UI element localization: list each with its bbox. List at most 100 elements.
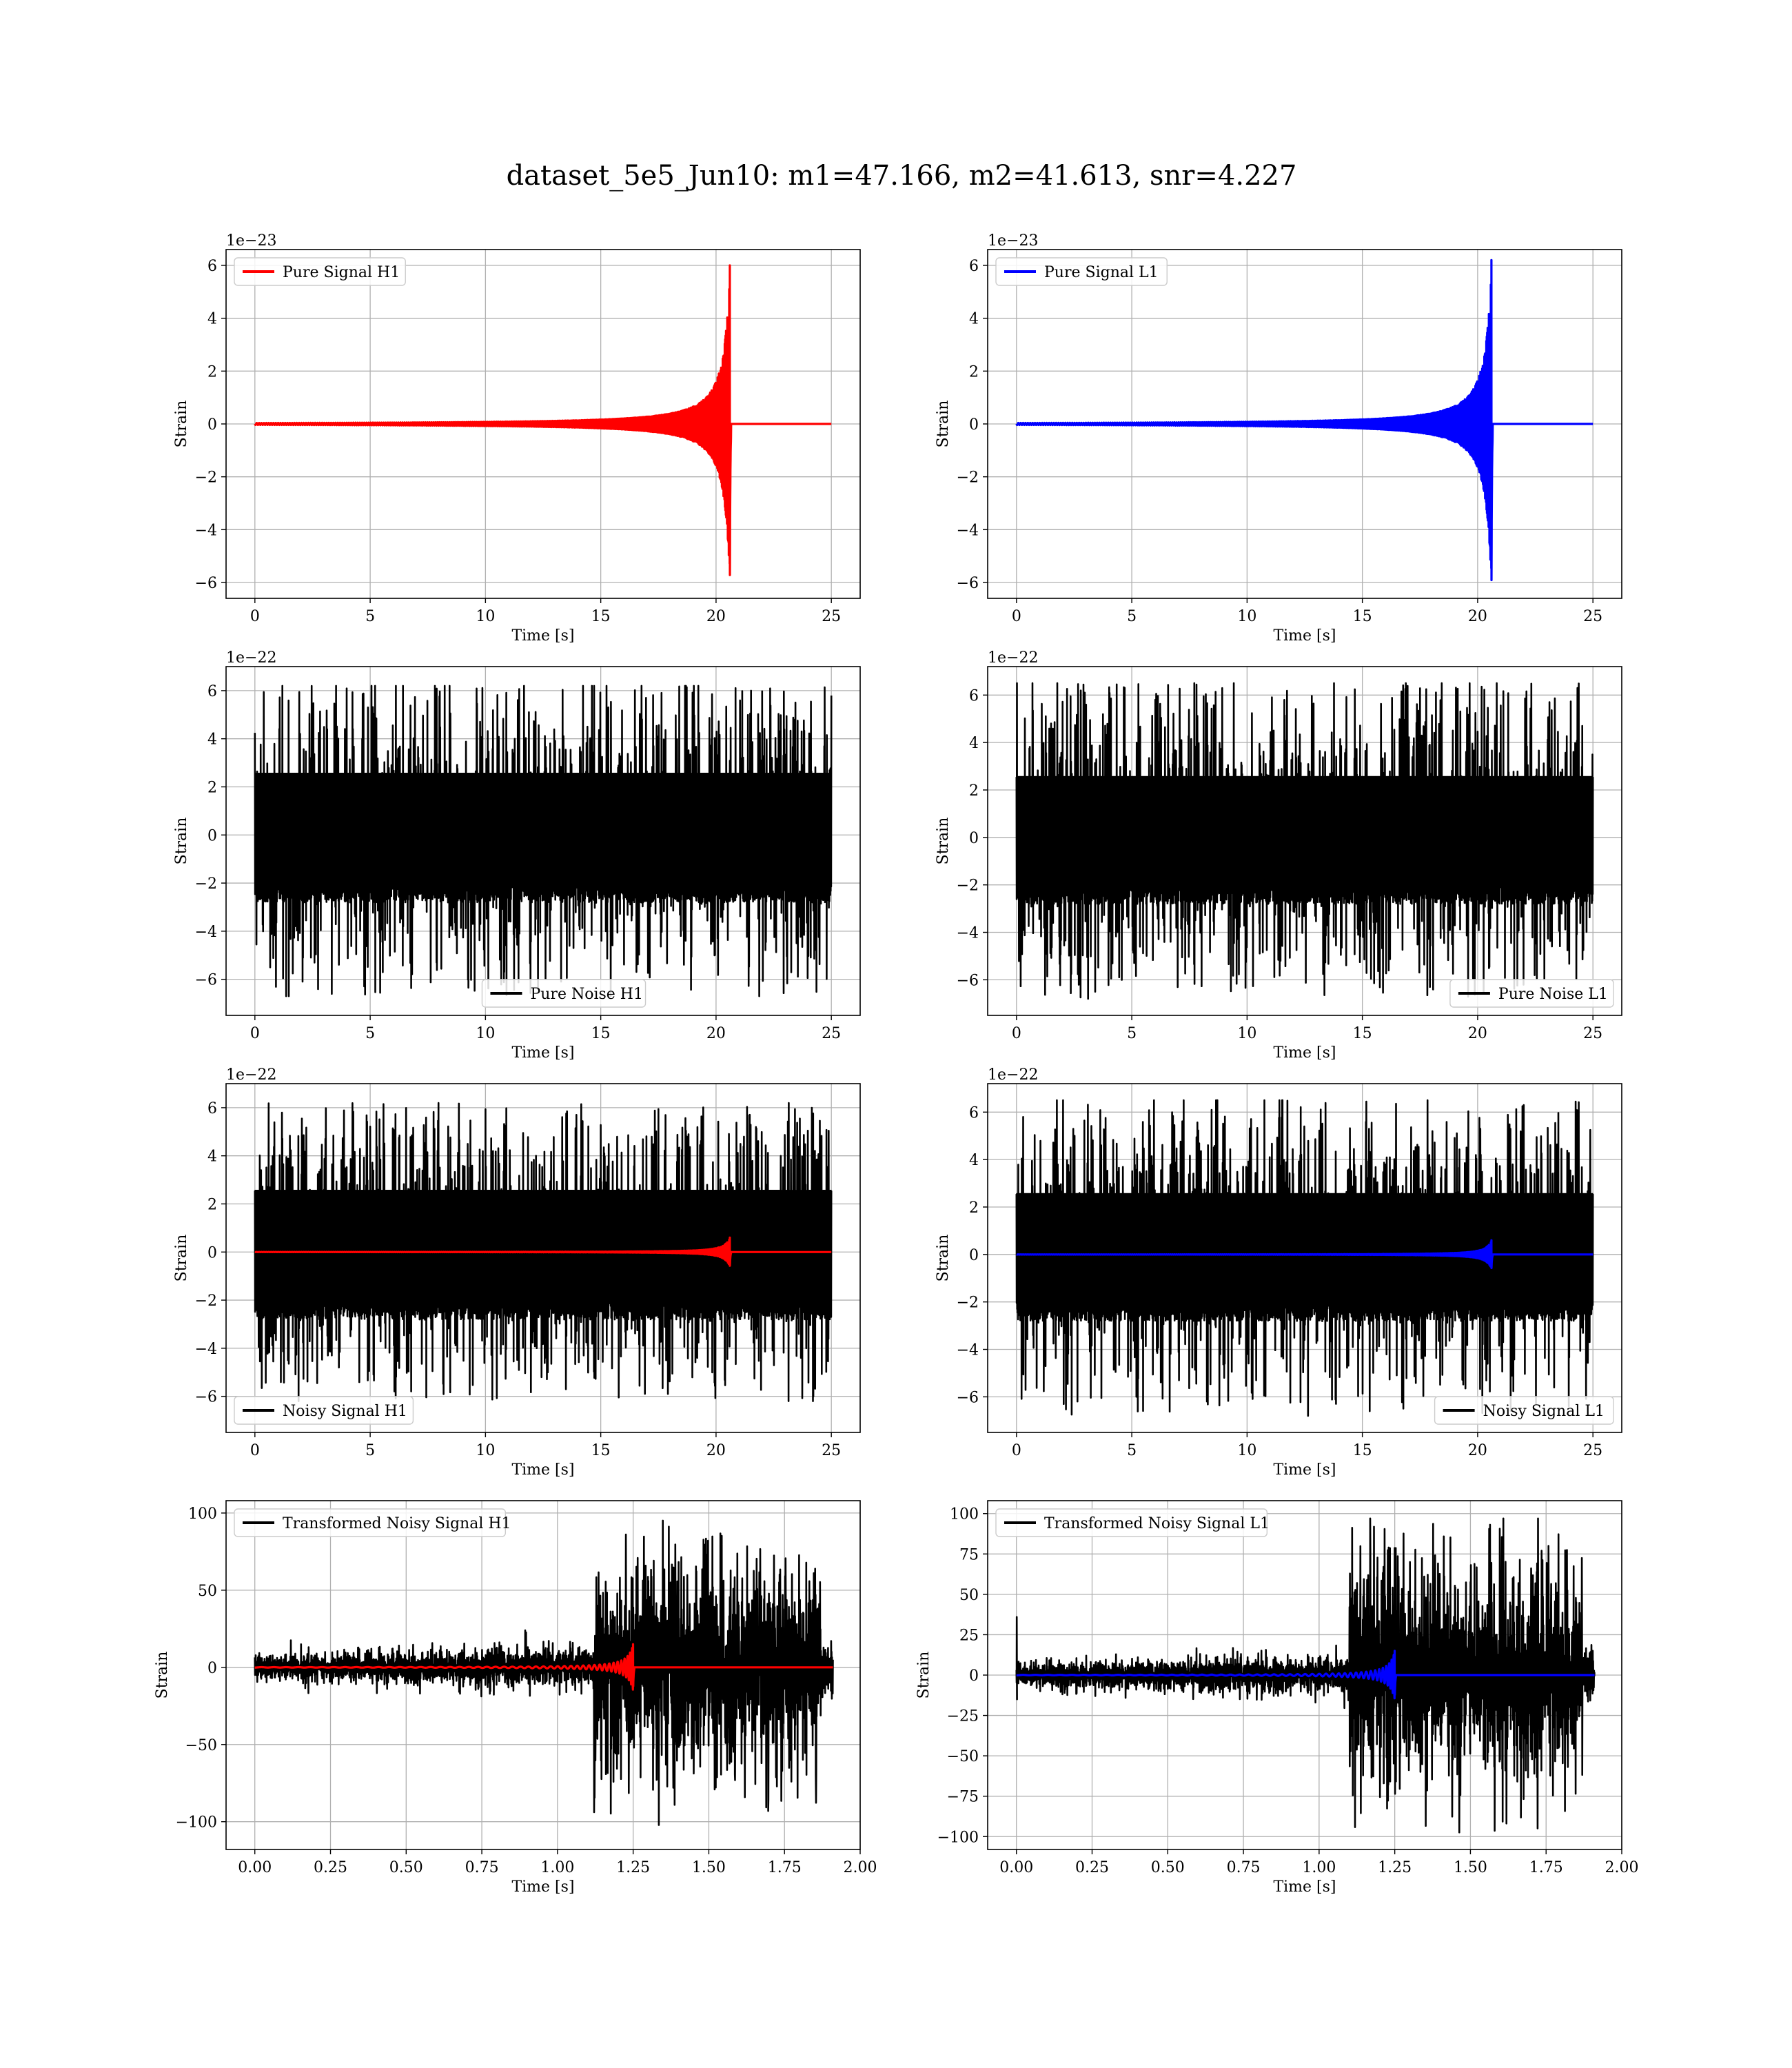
x-tick-label: 0 xyxy=(250,1442,260,1459)
legend: Noisy Signal H1 xyxy=(234,1396,414,1425)
x-tick-label: 20 xyxy=(706,1442,726,1459)
x-tick-label: 2.00 xyxy=(1605,1859,1639,1876)
x-tick-label: 10 xyxy=(1237,1442,1256,1459)
axes-frame xyxy=(225,666,861,1016)
axes-frame xyxy=(225,1083,861,1433)
x-tick-label: 1.25 xyxy=(616,1859,650,1876)
y-axis-label: Strain xyxy=(935,818,952,865)
x-tick-label: 1.50 xyxy=(1454,1859,1487,1876)
y-axis-label: Strain xyxy=(154,1652,171,1699)
legend-entry: Noisy Signal H1 xyxy=(283,1403,407,1420)
legend-box xyxy=(234,1508,507,1537)
x-tick-label: 1.50 xyxy=(692,1859,726,1876)
x-tick-label: 0.50 xyxy=(1151,1859,1185,1876)
y-axis-label: Strain xyxy=(935,401,952,448)
series-line-noisy-signal-h1-template-1 xyxy=(254,1236,833,1267)
x-tick-label: 0 xyxy=(250,608,260,625)
y-tick-label: 4 xyxy=(969,311,979,328)
x-tick-label: 10 xyxy=(476,1025,495,1042)
x-axis-label: Time [s] xyxy=(1273,1461,1336,1479)
y-tick-label: 4 xyxy=(207,731,217,749)
series-line-transformed-noisy-signal-h1-template-1 xyxy=(254,1643,834,1691)
y-axis-label: Strain xyxy=(173,818,190,865)
y-tick-label: 0 xyxy=(207,1660,217,1677)
series-line-noisy-signal-h1 xyxy=(254,1102,833,1402)
x-axis-label: Time [s] xyxy=(511,1044,574,1062)
x-tick-label: 1.00 xyxy=(540,1859,574,1876)
x-tick-label: 10 xyxy=(476,608,495,625)
y-tick-label: −6 xyxy=(195,1389,217,1406)
x-tick-label: 0.50 xyxy=(389,1859,423,1876)
legend-entry: Transformed Noisy Signal L1 xyxy=(1044,1515,1270,1532)
y-axis-label: Strain xyxy=(915,1652,933,1699)
x-tick-label: 0.75 xyxy=(465,1859,499,1876)
y-tick-label: 0 xyxy=(969,1247,979,1264)
x-tick-label: 15 xyxy=(1353,608,1372,625)
y-tick-label: −2 xyxy=(195,1292,217,1310)
y-tick-label: −50 xyxy=(185,1737,217,1754)
x-tick-label: 0.25 xyxy=(1075,1859,1109,1876)
y-tick-label: 50 xyxy=(959,1587,979,1604)
y-tick-label: −6 xyxy=(957,1389,979,1406)
y-tick-label: 2 xyxy=(969,363,979,381)
x-tick-label: 20 xyxy=(1468,1442,1487,1459)
y-tick-label: 100 xyxy=(188,1506,217,1523)
series-line-pure-noise-h1 xyxy=(254,685,833,997)
y-tick-label: −6 xyxy=(195,575,217,592)
legend: Pure Noise H1 xyxy=(481,979,646,1008)
x-tick-label: 5 xyxy=(365,1025,375,1042)
legend: Pure Signal L1 xyxy=(995,257,1168,286)
panel-pure-noise-h1: 0 5 10 15 20 25 −6 −4 −2 0 2 4 6 Time [s] Strain 1e−22 P… xyxy=(173,649,861,1062)
series-line-transformed-noisy-signal-l1 xyxy=(1015,1517,1596,1834)
axes-frame xyxy=(987,1083,1622,1433)
axis-offset-label: 1e−23 xyxy=(988,232,1038,250)
y-tick-label: 6 xyxy=(207,258,217,275)
legend-box xyxy=(234,1396,414,1425)
y-tick-label: −6 xyxy=(957,972,979,989)
panel-noisy-signal-h1: 0 5 10 15 20 25 −6 −4 −2 0 2 4 6 Time [s] Strain 1e−22 N… xyxy=(173,1066,861,1479)
axes-frame xyxy=(225,1500,861,1850)
x-tick-label: 5 xyxy=(1127,608,1137,625)
y-tick-label: 0 xyxy=(207,1244,217,1261)
x-tick-label: 25 xyxy=(822,1025,841,1042)
y-tick-label: 2 xyxy=(969,1199,979,1217)
x-tick-label: 0 xyxy=(1012,608,1021,625)
x-tick-label: 25 xyxy=(822,608,841,625)
x-tick-label: 15 xyxy=(1353,1025,1372,1042)
legend-entry: Transformed Noisy Signal H1 xyxy=(283,1515,511,1532)
x-tick-label: 25 xyxy=(822,1442,841,1459)
y-tick-label: −6 xyxy=(195,972,217,989)
y-axis-label: Strain xyxy=(173,401,190,448)
x-tick-label: 0 xyxy=(1012,1442,1021,1459)
x-tick-label: 0 xyxy=(250,1025,260,1042)
y-tick-label: 6 xyxy=(969,687,979,704)
legend: Transformed Noisy Signal L1 xyxy=(995,1508,1270,1537)
panel-pure-noise-l1: 0 5 10 15 20 25 −6 −4 −2 0 2 4 6 Time [s] Strain 1e−22 P… xyxy=(935,649,1622,1062)
x-axis-label: Time [s] xyxy=(511,1461,574,1479)
x-tick-label: 20 xyxy=(706,608,726,625)
x-tick-label: 10 xyxy=(1237,608,1256,625)
x-axis-label: Time [s] xyxy=(1273,1878,1336,1896)
x-tick-label: 15 xyxy=(591,1025,611,1042)
x-tick-label: 20 xyxy=(1468,608,1487,625)
x-tick-label: 5 xyxy=(1127,1442,1137,1459)
x-axis-label: Time [s] xyxy=(511,1878,574,1896)
axis-offset-label: 1e−22 xyxy=(988,1066,1038,1084)
legend-entry: Pure Signal L1 xyxy=(1044,264,1159,281)
legend-box xyxy=(995,1508,1268,1537)
x-axis-label: Time [s] xyxy=(511,627,574,645)
y-tick-label: −4 xyxy=(957,1342,979,1359)
figure-title: dataset_5e5_Jun10: m1=47.166, m2=41.613,… xyxy=(507,160,1297,192)
x-tick-label: 1.00 xyxy=(1302,1859,1336,1876)
y-tick-label: −4 xyxy=(195,522,217,539)
y-tick-label: 4 xyxy=(969,1152,979,1169)
panel-pure-signal-h1: 0 5 10 15 20 25 −6 −4 −2 0 2 4 6 Time [s] Strain 1e−23 P… xyxy=(173,232,861,645)
axes-frame xyxy=(987,666,1622,1016)
y-tick-label: 75 xyxy=(959,1546,979,1563)
legend-box xyxy=(1449,979,1614,1008)
axis-offset-label: 1e−22 xyxy=(226,1066,276,1084)
y-tick-label: 4 xyxy=(207,311,217,328)
x-tick-label: 0.75 xyxy=(1227,1859,1261,1876)
y-tick-label: 50 xyxy=(198,1583,217,1600)
